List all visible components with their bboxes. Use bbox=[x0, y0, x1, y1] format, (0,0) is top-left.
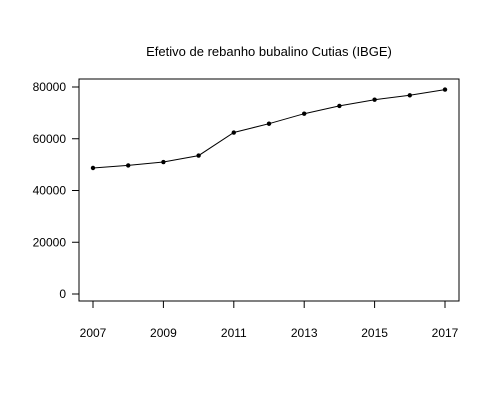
data-point bbox=[161, 159, 166, 165]
x-tick-label: 2007 bbox=[80, 326, 107, 340]
x-tick-label: 2017 bbox=[432, 326, 459, 340]
y-axis: 0 20000 40000 60000 80000 bbox=[33, 80, 80, 301]
data-points bbox=[90, 87, 448, 171]
y-tick-label: 80000 bbox=[33, 80, 67, 94]
series-line bbox=[92, 89, 446, 169]
x-tick-label: 2011 bbox=[221, 326, 247, 340]
x-axis: 2007 2009 2011 2013 2015 2017 bbox=[80, 300, 459, 340]
plot-frame bbox=[78, 78, 460, 302]
y-tick-label: 60000 bbox=[33, 132, 67, 146]
x-tick-label: 2013 bbox=[291, 326, 318, 340]
data-point bbox=[442, 87, 448, 92]
y-tick-label: 20000 bbox=[33, 235, 67, 249]
data-point bbox=[126, 163, 131, 168]
y-tick-label: 0 bbox=[59, 287, 66, 301]
data-point bbox=[302, 111, 307, 116]
data-point bbox=[231, 130, 236, 135]
data-point bbox=[372, 97, 377, 102]
x-tick-label: 2009 bbox=[150, 326, 177, 340]
x-tick-label: 2015 bbox=[361, 326, 388, 340]
data-point bbox=[337, 103, 342, 109]
data-point bbox=[90, 165, 96, 171]
data-point bbox=[196, 153, 201, 158]
chart-title: Efetivo de rebanho bubalino Cutias (IBGE… bbox=[146, 44, 392, 59]
data-point bbox=[407, 93, 412, 98]
data-point bbox=[266, 121, 272, 126]
y-tick-label: 40000 bbox=[33, 184, 67, 198]
